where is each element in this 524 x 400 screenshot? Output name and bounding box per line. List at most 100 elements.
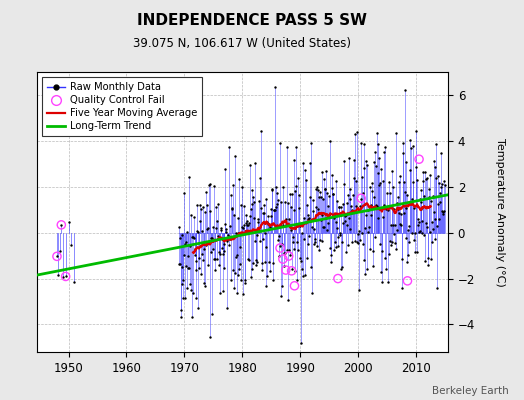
Point — [440, 178, 448, 184]
Point — [388, 239, 397, 245]
Point — [330, 247, 339, 253]
Point — [361, 271, 369, 277]
Point — [57, 222, 66, 228]
Point — [378, 279, 387, 286]
Point — [215, 248, 223, 255]
Point — [195, 265, 203, 271]
Point — [276, 221, 284, 228]
Point — [218, 244, 226, 251]
Point — [252, 262, 260, 268]
Point — [202, 202, 211, 208]
Point — [410, 230, 419, 237]
Point — [397, 211, 406, 217]
Point — [336, 204, 345, 210]
Point — [367, 202, 376, 208]
Point — [249, 194, 258, 201]
Point — [180, 251, 189, 258]
Point — [237, 277, 246, 284]
Point — [204, 225, 212, 232]
Point — [241, 280, 249, 286]
Point — [236, 261, 244, 267]
Point — [424, 255, 432, 262]
Point — [332, 244, 341, 250]
Point — [314, 194, 323, 200]
Point — [379, 149, 388, 155]
Point — [189, 290, 197, 297]
Point — [433, 284, 441, 291]
Point — [278, 283, 286, 290]
Point — [233, 290, 241, 296]
Point — [434, 201, 443, 207]
Point — [330, 211, 339, 217]
Point — [422, 176, 430, 182]
Point — [191, 252, 199, 258]
Point — [385, 178, 394, 185]
Point — [388, 168, 396, 174]
Point — [385, 251, 393, 258]
Point — [220, 241, 228, 248]
Point — [428, 239, 436, 246]
Point — [301, 177, 310, 183]
Point — [275, 253, 283, 260]
Point — [192, 258, 201, 264]
Point — [315, 247, 323, 254]
Point — [228, 205, 236, 211]
Point — [294, 247, 302, 253]
Point — [354, 231, 363, 238]
Point — [259, 201, 268, 208]
Point — [183, 264, 192, 271]
Point — [415, 156, 423, 162]
Point — [417, 206, 425, 212]
Point — [399, 140, 407, 146]
Point — [254, 218, 263, 225]
Point — [263, 196, 271, 202]
Point — [334, 275, 342, 282]
Point — [437, 184, 445, 190]
Point — [404, 252, 412, 258]
Point — [199, 257, 208, 263]
Point — [346, 225, 355, 232]
Point — [53, 253, 61, 260]
Point — [376, 240, 384, 247]
Point — [416, 195, 424, 202]
Point — [201, 283, 209, 290]
Point — [330, 214, 338, 221]
Point — [339, 220, 347, 226]
Point — [264, 212, 272, 219]
Point — [211, 256, 220, 262]
Point — [391, 240, 399, 246]
Point — [64, 218, 73, 225]
Point — [268, 186, 276, 193]
Point — [331, 238, 339, 245]
Point — [423, 224, 431, 230]
Point — [297, 339, 305, 346]
Legend: Raw Monthly Data, Quality Control Fail, Five Year Moving Average, Long-Term Tren: Raw Monthly Data, Quality Control Fail, … — [42, 77, 202, 136]
Point — [383, 190, 391, 196]
Point — [202, 242, 210, 248]
Point — [429, 226, 437, 232]
Point — [246, 274, 255, 280]
Point — [282, 222, 290, 228]
Point — [208, 234, 216, 241]
Point — [54, 272, 62, 278]
Point — [305, 214, 314, 221]
Point — [354, 240, 362, 246]
Point — [292, 183, 301, 190]
Point — [207, 235, 215, 241]
Point — [369, 159, 378, 166]
Point — [298, 266, 307, 272]
Point — [240, 203, 248, 209]
Point — [335, 204, 344, 210]
Point — [373, 130, 381, 136]
Point — [193, 202, 201, 208]
Point — [393, 227, 401, 234]
Point — [254, 216, 262, 223]
Point — [193, 228, 202, 234]
Point — [197, 270, 205, 277]
Point — [349, 192, 357, 198]
Point — [382, 206, 390, 212]
Point — [409, 142, 417, 149]
Point — [196, 206, 205, 212]
Point — [257, 128, 265, 135]
Point — [384, 279, 392, 286]
